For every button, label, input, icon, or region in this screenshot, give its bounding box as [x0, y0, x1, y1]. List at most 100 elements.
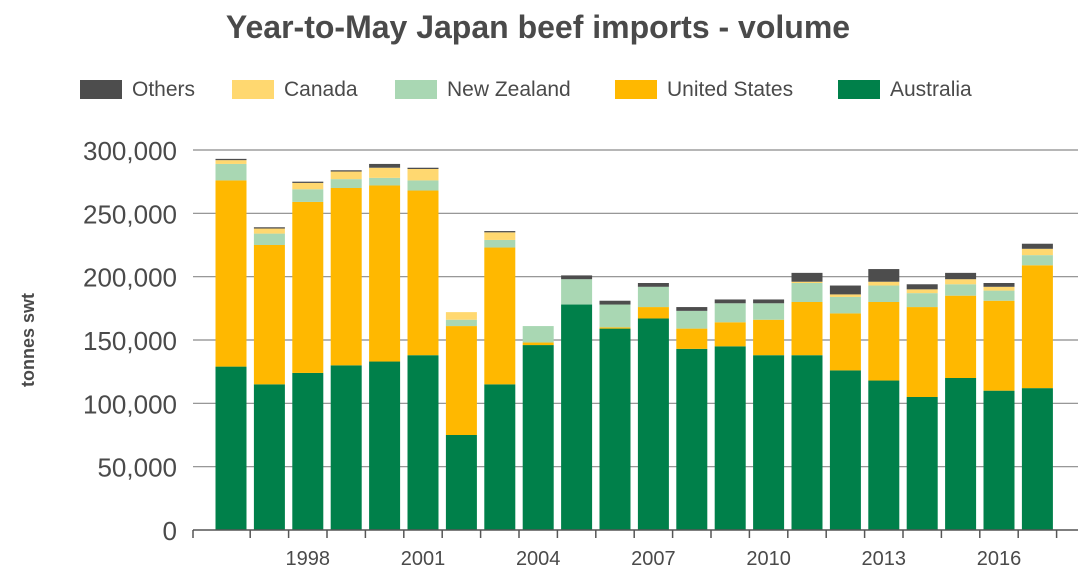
x-tick-label: 2010: [746, 548, 791, 570]
bar-united-states-1998: [292, 201, 324, 373]
bar-united-states-2006: [599, 327, 631, 329]
x-tick-label: 2004: [516, 548, 561, 570]
bar-new-zealand-1998: [292, 189, 324, 202]
bar-canada-1997: [253, 228, 285, 234]
bar-new-zealand-2004: [522, 326, 554, 343]
bar-australia-1997: [253, 384, 285, 530]
bar-canada-1998: [292, 182, 324, 190]
x-tick-label: 2007: [631, 548, 676, 570]
y-tick-label: 0: [163, 516, 177, 546]
bar-others-1997: [253, 227, 285, 229]
y-tick-label: 300,000: [83, 136, 177, 166]
bar-new-zealand-2017: [1021, 255, 1053, 266]
bar-new-zealand-2002: [445, 319, 477, 327]
bar-new-zealand-2013: [868, 285, 900, 302]
bar-australia-2015: [945, 378, 977, 530]
bar-united-states-2009: [714, 322, 746, 347]
bar-canada-2003: [484, 232, 516, 240]
legend-swatch: [615, 80, 657, 99]
bar-australia-2010: [753, 355, 785, 530]
bar-canada-2014: [906, 289, 938, 294]
bar-others-2006: [599, 300, 631, 305]
bar-canada-2015: [945, 279, 977, 285]
bar-united-states-2004: [522, 342, 554, 346]
bar-united-states-2001: [407, 190, 439, 356]
bar-australia-2008: [676, 348, 708, 530]
bar-new-zealand-2005: [561, 279, 593, 305]
axes: [192, 529, 1078, 538]
bar-australia-2002: [445, 435, 477, 530]
legend-label: New Zealand: [447, 78, 571, 101]
legend-swatch: [838, 80, 880, 99]
bar-new-zealand-2007: [637, 286, 669, 308]
x-tick-label: 2016: [977, 548, 1022, 570]
bar-others-2017: [1021, 243, 1053, 249]
y-tick-label: 200,000: [83, 263, 177, 293]
bar-others-2014: [906, 284, 938, 290]
bar-australia-2013: [868, 380, 900, 530]
y-tick-label: 250,000: [83, 199, 177, 229]
y-tick-label: 100,000: [83, 389, 177, 419]
bar-new-zealand-1997: [253, 233, 285, 245]
bar-united-states-1997: [253, 245, 285, 385]
x-tick-label: 1998: [286, 548, 331, 570]
bar-new-zealand-2008: [676, 310, 708, 329]
bar-united-states-2016: [983, 300, 1015, 391]
bar-united-states-2000: [369, 185, 401, 362]
chart-title: Year-to-May Japan beef imports - volume: [226, 9, 850, 45]
bar-new-zealand-2006: [599, 304, 631, 328]
bar-others-1996: [215, 158, 247, 161]
bar-new-zealand-2015: [945, 284, 977, 296]
bar-others-2008: [676, 307, 708, 311]
legend-label: United States: [667, 78, 793, 101]
bar-canada-2013: [868, 281, 900, 286]
bar-united-states-2002: [445, 326, 477, 435]
bar-new-zealand-2001: [407, 180, 439, 191]
bar-canada-1996: [215, 160, 247, 164]
bar-new-zealand-2011: [791, 283, 823, 302]
bar-new-zealand-2016: [983, 290, 1015, 301]
bar-canada-2017: [1021, 248, 1053, 256]
legend: Others Canada New Zealand United States Aust…: [80, 78, 972, 101]
bar-canada-2002: [445, 312, 477, 320]
bar-australia-2017: [1021, 388, 1053, 530]
bar-australia-2012: [829, 370, 861, 530]
bar-others-2013: [868, 269, 900, 282]
bar-others-2000: [369, 163, 401, 168]
legend-swatch: [395, 80, 437, 99]
bar-new-zealand-2003: [484, 239, 516, 248]
bar-united-states-1999: [330, 188, 362, 366]
bar-canada-2012: [829, 294, 861, 297]
bar-australia-1999: [330, 365, 362, 530]
bar-australia-2007: [637, 318, 669, 530]
legend-label: Canada: [284, 78, 358, 101]
bar-united-states-1996: [215, 180, 247, 367]
bar-australia-2011: [791, 355, 823, 530]
x-tick-label: 2001: [401, 548, 446, 570]
bar-united-states-2017: [1021, 265, 1053, 389]
legend-swatch: [80, 80, 122, 99]
bar-canada-2011: [791, 281, 823, 283]
bar-australia-2014: [906, 397, 938, 530]
bar-canada-2016: [983, 286, 1015, 291]
bar-australia-2009: [714, 346, 746, 530]
y-tick-label: 150,000: [83, 326, 177, 356]
bar-others-2005: [561, 275, 593, 280]
bar-united-states-2015: [945, 295, 977, 378]
bar-others-2001: [407, 167, 439, 169]
bar-australia-2001: [407, 355, 439, 530]
bar-others-2016: [983, 283, 1015, 287]
bar-australia-2016: [983, 390, 1015, 530]
bar-united-states-2011: [791, 302, 823, 356]
bar-united-states-2007: [637, 307, 669, 319]
legend-swatch: [232, 80, 274, 99]
bar-canada-2000: [369, 167, 401, 178]
bar-new-zealand-2012: [829, 296, 861, 314]
bar-united-states-2003: [484, 247, 516, 385]
bar-others-2003: [484, 231, 516, 233]
bar-united-states-2013: [868, 302, 900, 381]
x-tick-labels: 1998 2001 2004 2007 2010 2013 2016: [286, 548, 1022, 570]
bar-new-zealand-1999: [330, 179, 362, 188]
